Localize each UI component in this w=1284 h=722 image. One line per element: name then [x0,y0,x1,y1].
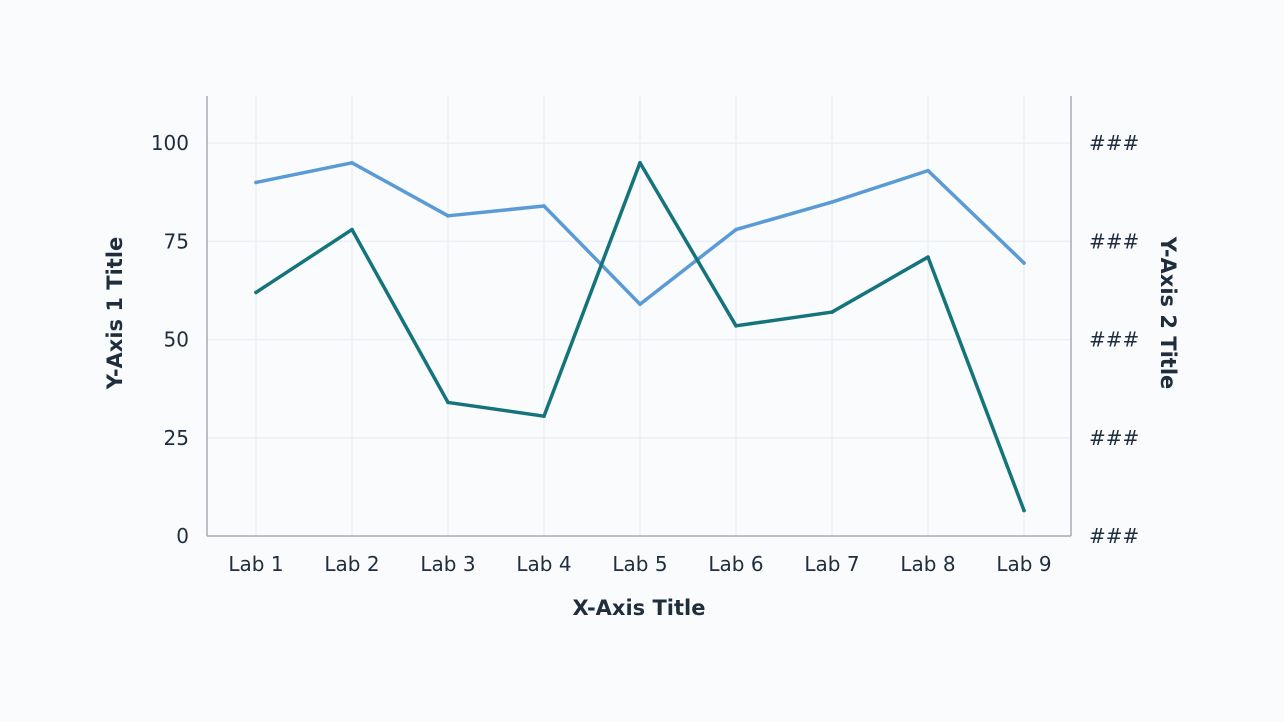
series-2-point-9 [1022,508,1026,513]
series-1-point-9 [1022,261,1026,265]
y-tick-label-0: 0 [176,524,189,548]
y-axis-1-title: Y-Axis 1 Title [103,237,127,391]
y2-tick-label-3: ### [1089,229,1139,253]
x-tick-label-8: Lab 9 [996,552,1051,576]
series-1-point-3 [446,214,450,218]
series-1-point-5 [638,302,642,307]
x-tick-label-0: Lab 1 [228,552,283,576]
series-1-point-7 [830,200,834,204]
y-tick-label-4: 100 [151,131,189,155]
series-1-point-6 [734,227,738,232]
x-tick-label-3: Lab 4 [516,552,571,576]
y-axis-2-title: Y-Axis 2 Title [1156,236,1180,390]
y-tick-label-3: 75 [164,229,189,253]
series-1-point-1 [254,180,258,185]
x-tick-label-2: Lab 3 [420,552,475,576]
series-2-point-1 [254,290,258,295]
y2-tick-label-4: ### [1089,131,1139,155]
series-1-point-4 [542,204,546,208]
y2-tick-label-0: ### [1089,524,1139,548]
series-2-point-7 [830,310,834,314]
y-tick-label-2: 50 [164,328,189,352]
x-axis-title: X-Axis Title [572,596,705,620]
x-tick-label-1: Lab 2 [324,552,379,576]
y-tick-label-1: 25 [164,426,189,450]
series-2-point-5 [638,160,642,165]
x-tick-label-4: Lab 5 [612,552,667,576]
x-tick-label-7: Lab 8 [900,552,955,576]
series-2-point-4 [542,414,546,418]
y2-tick-label-1: ### [1089,426,1139,450]
series-2-point-2 [350,227,354,232]
tick-labels: 0 25 50 75 100 ### ### ### ### ### Lab 1 Lab 2 Lab 3… [151,131,1139,576]
series-2-point-6 [734,324,738,328]
axes [206,96,1072,537]
series-1-point-8 [926,168,930,173]
x-tick-label-6: Lab 7 [804,552,859,576]
series-1-point-2 [350,160,354,165]
series-2-point-3 [446,400,450,405]
series-2-point-8 [926,255,930,259]
x-tick-label-5: Lab 6 [708,552,763,576]
series-lines [254,160,1026,513]
y2-tick-label-2: ### [1089,328,1139,352]
